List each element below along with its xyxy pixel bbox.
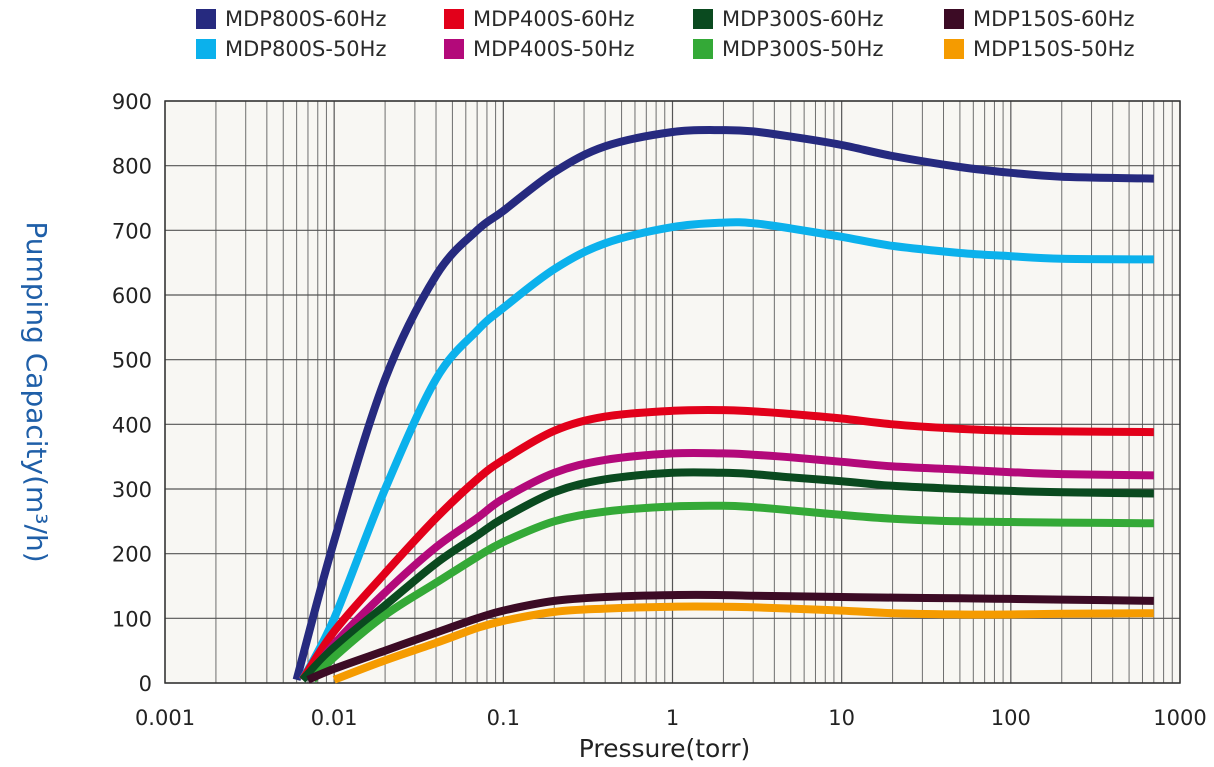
legend-label: MDP150S-50Hz	[973, 37, 1135, 61]
series-line-mdp800s-60hz	[292, 126, 1154, 681]
y-tick-label: 300	[112, 478, 152, 502]
legend-swatch	[944, 9, 964, 29]
y-tick-label: 0	[139, 672, 152, 696]
x-tick-label: 0.1	[487, 706, 520, 730]
legend-label: MDP150S-60Hz	[973, 7, 1135, 31]
legend-item: MDP300S-60Hz	[693, 6, 883, 32]
legend-swatch	[944, 39, 964, 59]
legend-swatch	[196, 39, 216, 59]
x-tick-label: 10	[828, 706, 855, 730]
legend-item: MDP300S-50Hz	[693, 36, 883, 62]
series-line-mdp400s-50hz	[304, 448, 1154, 683]
legend-label: MDP400S-50Hz	[473, 37, 635, 61]
legend-label: MDP300S-50Hz	[722, 37, 884, 61]
legend-item: MDP150S-60Hz	[944, 6, 1134, 32]
y-tick-label: 500	[112, 349, 152, 373]
y-tick-label: 400	[112, 413, 152, 437]
series-line-mdp300s-60hz	[299, 468, 1154, 683]
legend-item: MDP800S-60Hz	[196, 6, 386, 32]
legend-swatch	[444, 9, 464, 29]
x-tick-label: 0.001	[135, 706, 195, 730]
y-tick-label: 100	[112, 607, 152, 631]
y-tick-label: 700	[112, 219, 152, 243]
plot-frame	[164, 100, 1181, 684]
x-tick-label: 1000	[1153, 706, 1206, 730]
y-tick-label: 900	[112, 90, 152, 114]
series-line-mdp150s-60hz	[306, 590, 1154, 684]
x-tick-label: 0.01	[311, 706, 358, 730]
legend-label: MDP400S-60Hz	[473, 7, 635, 31]
legend-label: MDP800S-60Hz	[225, 7, 387, 31]
series-line-mdp300s-50hz	[310, 501, 1154, 683]
legend-swatch	[693, 39, 713, 59]
series-line-mdp800s-50hz	[298, 218, 1154, 682]
x-tick-label: 100	[991, 706, 1031, 730]
y-tick-label: 200	[112, 543, 152, 567]
x-axis-label: Pressure(torr)	[579, 734, 750, 763]
legend-swatch	[693, 9, 713, 29]
series-line-mdp150s-50hz	[332, 602, 1154, 684]
series-line-mdp400s-60hz	[299, 405, 1154, 682]
legend-item: MDP800S-50Hz	[196, 36, 386, 62]
legend: MDP800S-60Hz MDP400S-60Hz MDP300S-60Hz MDP1…	[0, 0, 1214, 70]
legend-item: MDP400S-60Hz	[444, 6, 634, 32]
legend-label: MDP800S-50Hz	[225, 37, 387, 61]
y-tick-label: 800	[112, 155, 152, 179]
y-axis-label: Pumping Capacity(m³/h)	[20, 221, 53, 562]
legend-swatch	[196, 9, 216, 29]
y-tick-label: 600	[112, 284, 152, 308]
legend-item: MDP400S-50Hz	[444, 36, 634, 62]
legend-swatch	[444, 39, 464, 59]
x-tick-label: 1	[666, 706, 679, 730]
legend-label: MDP300S-60Hz	[722, 7, 884, 31]
legend-item: MDP150S-50Hz	[944, 36, 1134, 62]
